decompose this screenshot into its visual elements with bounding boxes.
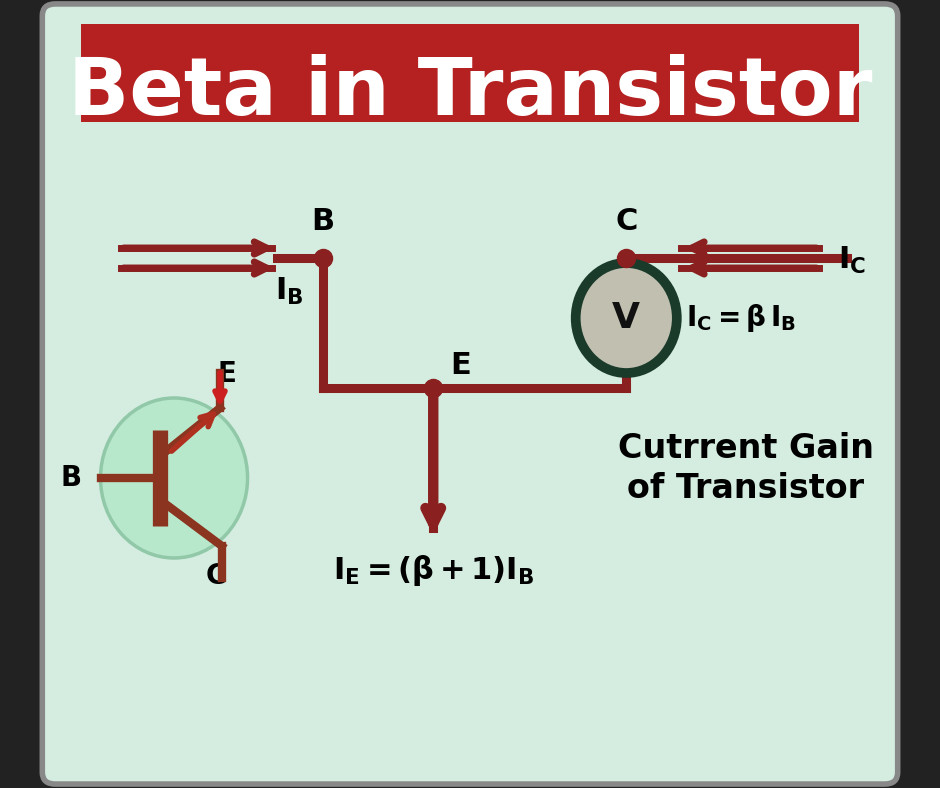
Text: C: C [615, 207, 637, 236]
Text: Beta in Transistor: Beta in Transistor [68, 54, 872, 132]
Text: V: V [612, 301, 640, 335]
Text: C: C [205, 562, 226, 590]
FancyBboxPatch shape [81, 24, 859, 122]
FancyBboxPatch shape [42, 4, 898, 784]
Text: $\mathbf{I_B}$: $\mathbf{I_B}$ [275, 276, 304, 307]
Circle shape [575, 263, 677, 373]
Circle shape [101, 398, 247, 558]
Text: E: E [218, 360, 237, 388]
Text: $\mathbf{I_E = (\beta+1)I_B}$: $\mathbf{I_E = (\beta+1)I_B}$ [333, 553, 534, 588]
Text: B: B [61, 464, 82, 492]
Text: of Transistor: of Transistor [627, 471, 864, 504]
Text: Cutrrent Gain: Cutrrent Gain [618, 432, 874, 464]
Text: E: E [449, 351, 471, 380]
Text: $\mathbf{I_C = \beta\, I_B}$: $\mathbf{I_C = \beta\, I_B}$ [686, 302, 796, 334]
Text: B: B [311, 207, 335, 236]
Text: $\mathbf{I_C}$: $\mathbf{I_C}$ [838, 244, 866, 276]
